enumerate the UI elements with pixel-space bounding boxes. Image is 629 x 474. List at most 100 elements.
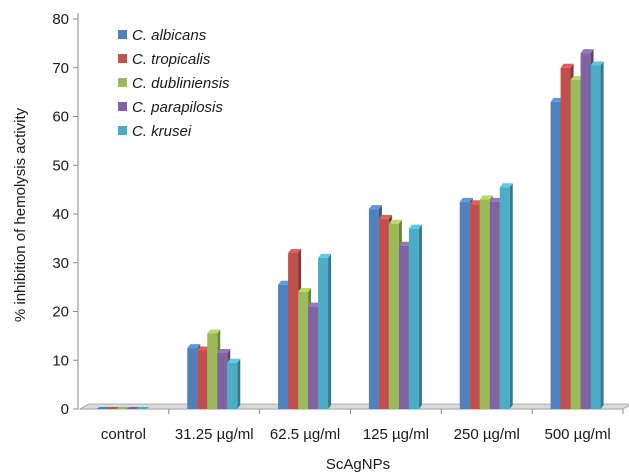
bar <box>227 358 241 409</box>
bar-top <box>217 348 231 353</box>
bar-front <box>368 209 379 409</box>
bar <box>408 224 422 409</box>
x-tick-label: 500 µg/ml <box>544 426 610 443</box>
bar-front <box>227 362 238 409</box>
bar-top <box>550 97 564 102</box>
legend-item: C. parapilosis <box>118 99 223 116</box>
legend-swatch <box>118 126 127 135</box>
bar-front <box>590 65 601 409</box>
bar-front <box>318 257 329 409</box>
tick-labels: 0 10 20 30 40 50 60 70 80 control 31.25 µg/ml 62.5 … <box>52 11 610 443</box>
legend: C. albicans C. tropicalis C. dubliniensis C… <box>118 27 230 140</box>
bar-front <box>408 228 419 409</box>
bar-front <box>580 53 591 409</box>
bar-front <box>469 204 480 409</box>
bar-top <box>469 200 483 205</box>
bar-front <box>489 201 500 409</box>
x-tick-label: 62.5 µg/ml <box>270 426 340 443</box>
legend-label: C. albicans <box>132 27 207 44</box>
bar-top <box>96 407 110 409</box>
bar-front <box>378 218 389 409</box>
bar-top <box>106 407 120 409</box>
axes <box>73 13 624 414</box>
bar-front <box>187 348 198 409</box>
y-tick-label: 0 <box>61 401 69 418</box>
x-tick-label: 250 µg/ml <box>454 426 520 443</box>
y-axis-label: % inhibition of hemolysis activity <box>12 107 29 322</box>
bar-front <box>278 284 289 409</box>
bar-top <box>136 407 150 409</box>
bar-top <box>398 241 412 246</box>
legend-label: C. parapilosis <box>132 99 223 116</box>
bar-side <box>418 224 422 409</box>
bar-front <box>570 79 581 409</box>
floor-plane <box>78 403 629 410</box>
y-tick-label: 20 <box>52 304 69 321</box>
bar-front <box>308 306 319 409</box>
bar-front <box>499 187 510 409</box>
bar <box>106 407 120 409</box>
bar-front <box>398 245 409 409</box>
bar-top <box>378 214 392 219</box>
legend-label: C. krusei <box>132 123 192 140</box>
bar-front <box>298 292 309 409</box>
legend-item: C. albicans <box>118 27 207 44</box>
bar-top <box>278 280 292 285</box>
x-axis-label: ScAgNPs <box>326 456 390 473</box>
legend-swatch <box>118 54 127 63</box>
bar-front <box>550 101 561 409</box>
bars <box>96 49 604 409</box>
x-tick-label: 31.25 µg/ml <box>175 426 254 443</box>
bar-front <box>479 199 490 409</box>
legend-item: C. tropicalis <box>118 51 211 68</box>
bar-top <box>388 219 402 224</box>
legend-label: C. tropicalis <box>132 51 211 68</box>
chart-floor <box>78 403 629 410</box>
bar-top <box>116 407 130 409</box>
x-tick-label: 125 µg/ml <box>363 426 429 443</box>
bar <box>590 61 604 409</box>
bar-front <box>217 352 228 409</box>
bar <box>96 407 110 409</box>
legend-swatch <box>118 102 127 111</box>
bar-front <box>288 253 299 409</box>
bar-top <box>408 224 422 229</box>
bar-top <box>590 61 604 66</box>
bar-top <box>288 249 302 253</box>
legend-item: C. krusei <box>118 123 192 140</box>
bar-top <box>187 344 201 349</box>
bar-top <box>318 253 332 258</box>
bar-top <box>570 75 584 80</box>
bar-front <box>459 201 470 409</box>
y-tick-label: 60 <box>52 109 69 126</box>
bar <box>499 183 513 409</box>
bar-top <box>560 63 574 68</box>
bar-front <box>197 350 208 409</box>
bar-top <box>197 346 211 351</box>
bar <box>116 407 130 409</box>
bar-side <box>237 358 241 409</box>
bar-top <box>126 407 140 409</box>
bar <box>318 253 332 409</box>
bar-side <box>328 253 332 409</box>
y-tick-label: 40 <box>52 206 69 223</box>
y-tick-label: 70 <box>52 60 69 77</box>
bar-front <box>207 333 218 409</box>
bar <box>126 407 140 409</box>
bar-front <box>388 223 399 409</box>
bar-side <box>600 61 604 409</box>
bar-top <box>580 49 594 54</box>
y-tick-label: 80 <box>52 11 69 28</box>
bar-top <box>459 197 473 202</box>
x-tick-label: control <box>101 426 146 443</box>
bar-top <box>298 288 312 292</box>
bar-top <box>489 197 503 202</box>
legend-swatch <box>118 78 127 87</box>
bar-side <box>509 183 513 409</box>
y-tick-label: 50 <box>52 157 69 174</box>
y-tick-label: 10 <box>52 352 69 369</box>
bar-top <box>479 195 493 200</box>
legend-label: C. dubliniensis <box>132 75 230 92</box>
bar-top <box>499 183 513 188</box>
